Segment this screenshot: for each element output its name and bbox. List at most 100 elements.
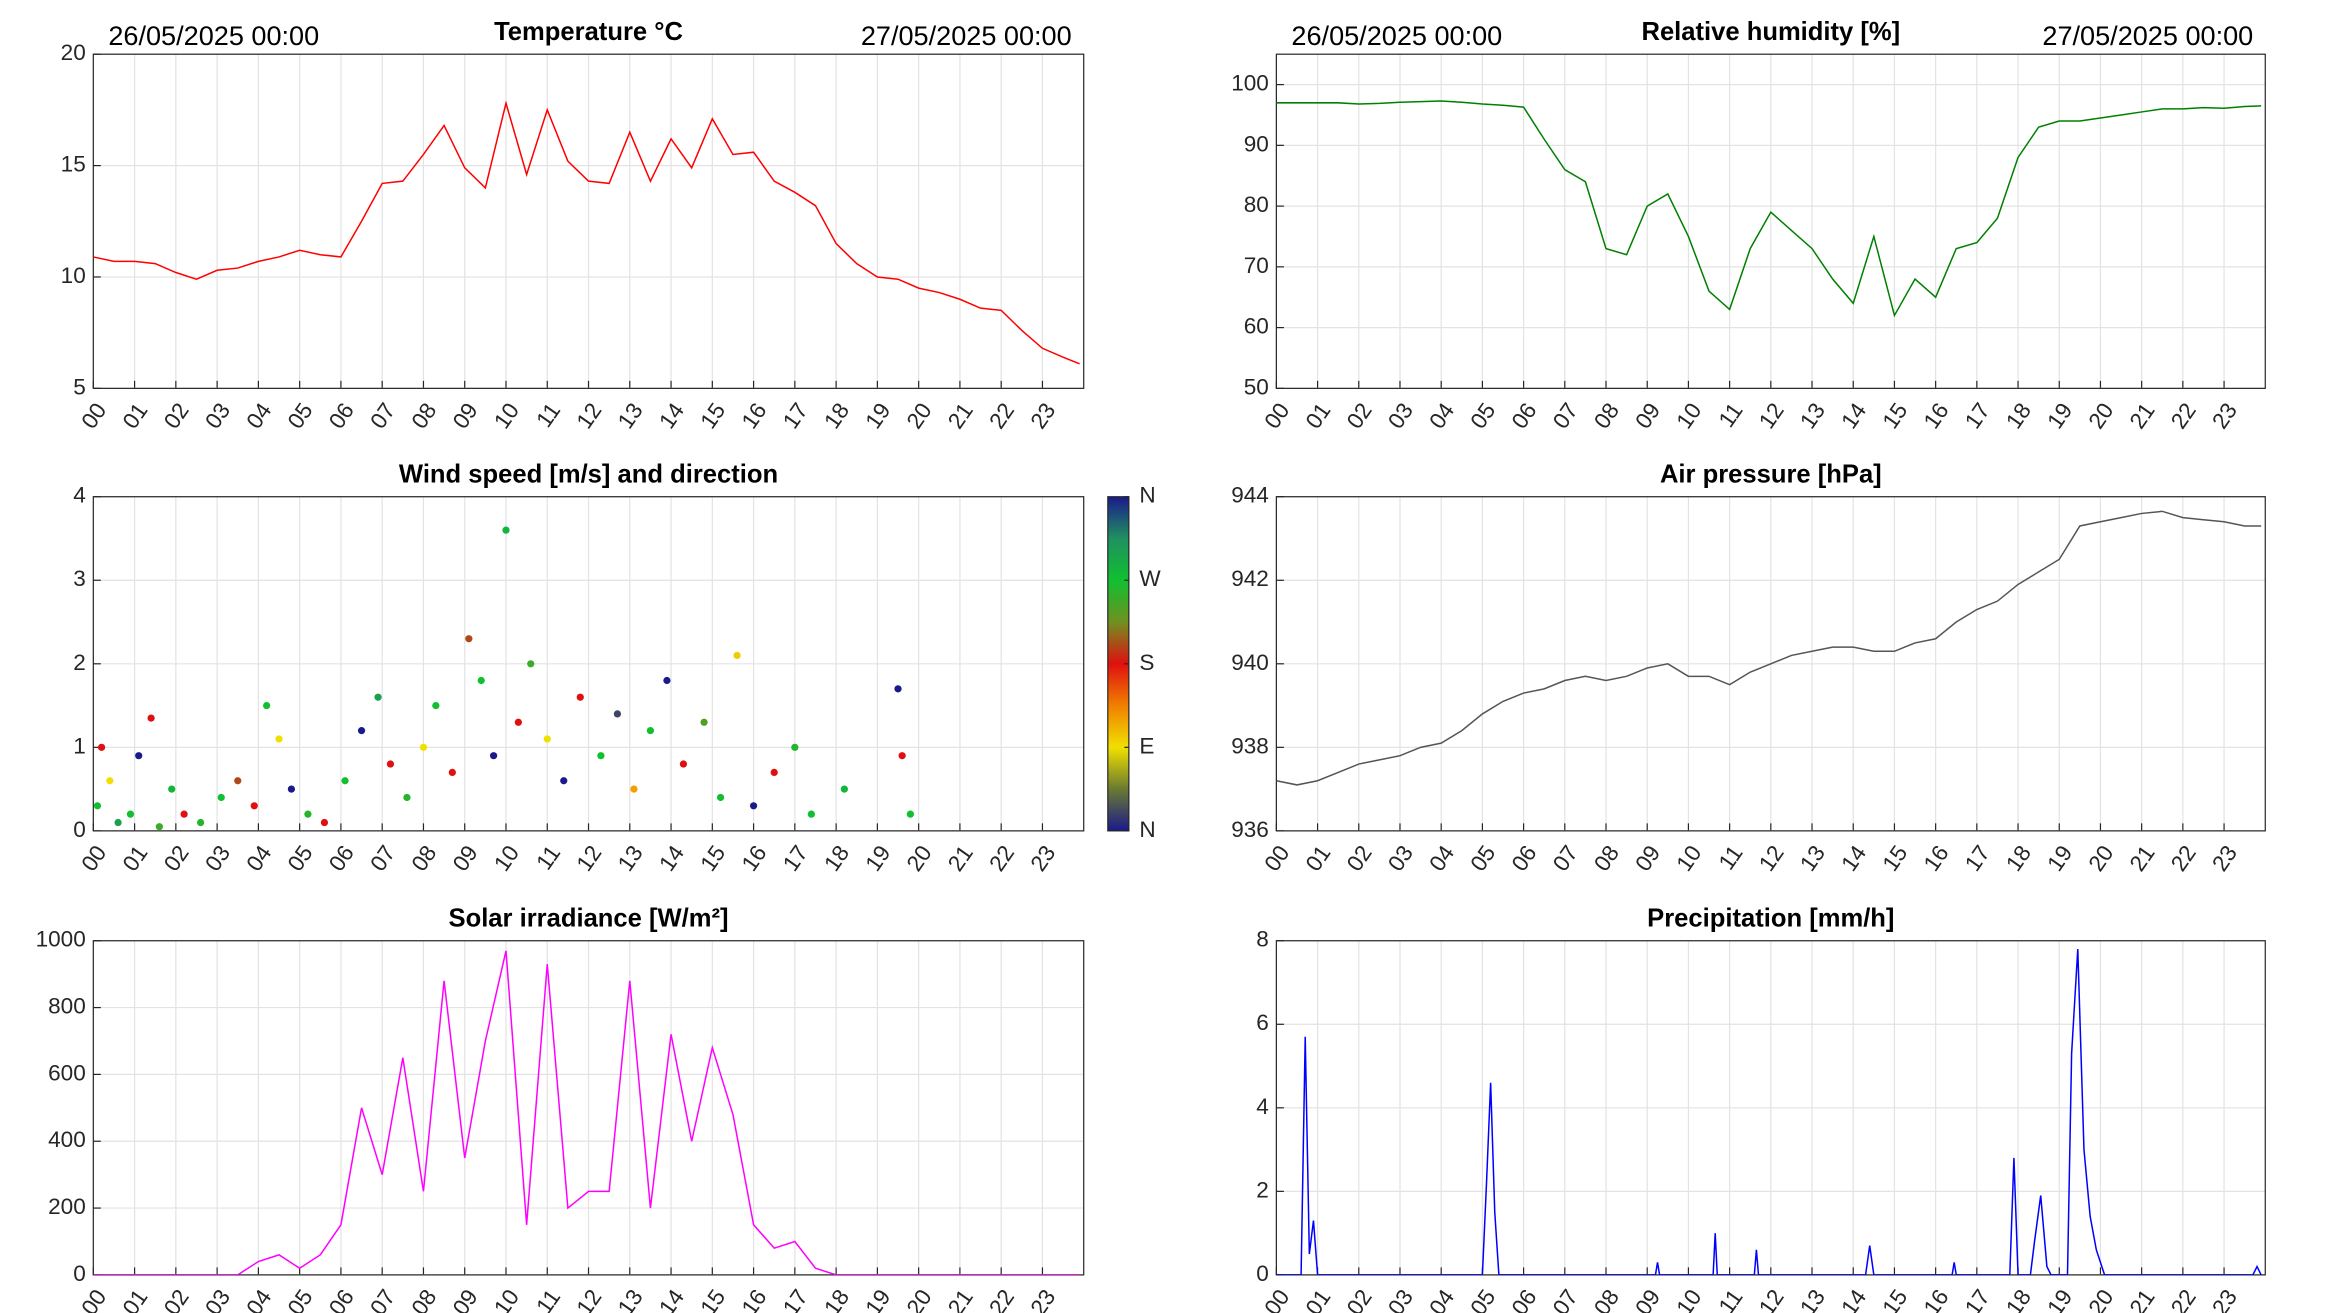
x-tick-label: 21 <box>943 1285 978 1313</box>
wind-point <box>97 743 106 751</box>
wind-point <box>374 693 382 701</box>
x-tick-label: 07 <box>365 841 400 876</box>
x-tick-label: 14 <box>1836 1285 1871 1313</box>
wind-point <box>700 718 708 726</box>
x-tick-label: 08 <box>407 398 442 433</box>
x-tick-label: 11 <box>1714 841 1748 875</box>
x-tick-label: 11 <box>1714 398 1748 432</box>
x-tick-label: 22 <box>984 398 1019 433</box>
y-tick-label: 100 <box>1231 71 1269 96</box>
x-tick-label: 13 <box>1795 1285 1830 1313</box>
x-tick-label: 13 <box>1795 841 1830 876</box>
x-tick-label: 21 <box>2125 398 2160 433</box>
colorbar-label: N <box>1139 817 1155 842</box>
wind-point <box>894 685 902 693</box>
x-tick-label: 18 <box>819 1285 854 1313</box>
y-tick-label: 944 <box>1231 483 1269 508</box>
x-tick-label: 01 <box>1301 841 1336 876</box>
x-tick-label: 03 <box>1383 398 1418 433</box>
x-tick-label: 17 <box>1960 841 1995 876</box>
y-tick-label: 400 <box>48 1127 86 1152</box>
wind-point <box>106 777 114 785</box>
wind-point <box>613 710 622 718</box>
x-tick-label: 07 <box>1548 841 1583 876</box>
wind-point <box>489 752 498 760</box>
panel: 00 01 02 03 04 05 06 07 08 09 10 11 12 13 14 15 16 17 18 19… <box>1231 460 2266 876</box>
x-tick-label: 02 <box>1342 1285 1377 1313</box>
y-tick-label: 8 <box>1256 927 1269 952</box>
x-tick-label: 19 <box>2042 398 2077 433</box>
x-tick-label: 19 <box>861 398 896 433</box>
x-tick-label: 23 <box>1026 1285 1061 1313</box>
panel: 00 01 02 03 04 05 06 07 08 09 10 11 12 13 14 15 16 17 18 19… <box>1231 18 2266 433</box>
x-tick-label: 23 <box>2207 841 2242 876</box>
x-tick-label: 08 <box>1589 841 1624 876</box>
x-tick-label: 09 <box>1630 841 1665 876</box>
x-tick-label: 16 <box>1919 841 1954 876</box>
x-tick-label: 04 <box>1424 841 1459 876</box>
chart-title: Precipitation [mm/h] <box>1647 904 1894 932</box>
wind-point <box>250 802 258 810</box>
x-tick-label: 13 <box>613 398 648 433</box>
chart-title: Temperature °C <box>494 18 683 46</box>
x-tick-label: 21 <box>2125 841 2160 876</box>
x-tick-label: 10 <box>1672 398 1707 433</box>
wind-point <box>304 810 312 818</box>
x-tick-label: 12 <box>1754 841 1789 876</box>
x-tick-label: 08 <box>407 841 442 876</box>
wind-point <box>597 752 605 760</box>
wind-point <box>807 810 815 818</box>
x-tick-label: 15 <box>1878 1285 1913 1313</box>
wind-point <box>155 823 163 831</box>
wind-point <box>419 743 428 751</box>
x-tick-label: 22 <box>984 841 1019 876</box>
x-tick-label: 13 <box>1795 398 1830 433</box>
x-tick-label: 02 <box>159 398 194 433</box>
y-tick-label: 1 <box>73 733 86 758</box>
x-tick-label: 10 <box>489 1285 524 1313</box>
y-tick-label: 0 <box>73 1261 86 1286</box>
colorbar-label: E <box>1139 733 1154 758</box>
x-tick-label: 03 <box>200 398 235 433</box>
wind-point <box>135 752 143 760</box>
y-tick-label: 50 <box>1244 374 1269 399</box>
x-tick-label: 02 <box>1342 841 1377 876</box>
wind-point <box>448 768 456 777</box>
y-tick-label: 0 <box>73 817 86 842</box>
x-tick-label: 16 <box>737 1285 772 1313</box>
wind-point <box>114 818 122 827</box>
x-tick-label: 18 <box>2001 1285 2036 1313</box>
x-tick-label: 10 <box>1672 1285 1707 1313</box>
x-tick-label: 01 <box>118 1285 153 1313</box>
plot-frame <box>92 496 1085 832</box>
x-tick-label: 08 <box>1589 398 1624 433</box>
y-tick-label: 936 <box>1231 817 1269 842</box>
wind-point <box>770 768 778 777</box>
x-tick-label: 14 <box>654 841 689 876</box>
x-tick-label: 04 <box>1424 1285 1459 1313</box>
x-tick-label: 17 <box>1960 398 1995 433</box>
x-tick-label: 05 <box>283 398 318 433</box>
x-tick-label: 23 <box>2207 398 2242 433</box>
plot-frame <box>1275 496 2266 832</box>
x-tick-label: 09 <box>448 398 483 433</box>
x-tick-label: 10 <box>489 841 524 876</box>
x-tick-label: 06 <box>324 841 359 876</box>
x-tick-label: 07 <box>1548 1285 1583 1313</box>
wind-point <box>263 701 271 710</box>
x-tick-label: 05 <box>1466 1285 1501 1313</box>
x-tick-label: 11 <box>531 1285 565 1313</box>
y-tick-label: 6 <box>1256 1010 1269 1035</box>
x-tick-label: 15 <box>695 841 730 876</box>
wind-point <box>679 760 688 768</box>
x-tick-label: 20 <box>902 398 937 433</box>
wind-point <box>147 714 155 722</box>
end-date: 27/05/2025 00:00 <box>2042 20 2253 51</box>
y-tick-label: 20 <box>61 40 86 65</box>
x-tick-label: 16 <box>1919 1285 1954 1313</box>
wind-point <box>576 693 584 701</box>
colorbar-label: S <box>1139 650 1154 675</box>
wind-point <box>840 785 848 793</box>
data-line <box>93 950 1080 1275</box>
